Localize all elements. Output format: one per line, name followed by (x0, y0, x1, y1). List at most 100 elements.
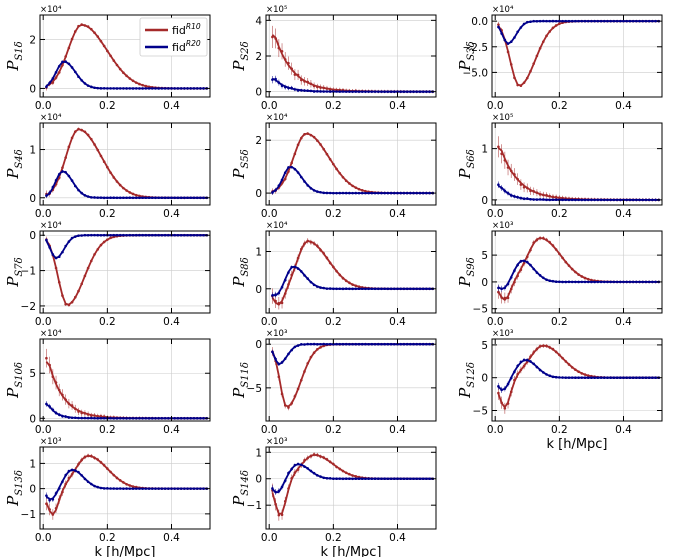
x-tick-label: 0.4 (389, 100, 406, 112)
series-fid-r20 (45, 170, 209, 200)
x-tick-label: 0.0 (35, 316, 52, 328)
y-axis-label: PS8δ (230, 257, 251, 287)
y-exponent-label: ×10⁴ (40, 113, 62, 123)
y-tick-label: 0 (255, 87, 262, 99)
panel-S13: 0.0 0.2 0.4 −1 0 1 ×10³ PS13δ k [h/Mpc] (4, 437, 211, 557)
series-line (45, 60, 207, 90)
x-tick-label: 0.4 (615, 208, 632, 220)
axes-frame (491, 122, 663, 206)
x-tick-label: 0.0 (35, 208, 52, 220)
x-tick-label: 0.0 (261, 316, 278, 328)
series-fid-r10 (497, 136, 661, 202)
y-tick-label: 0 (481, 373, 488, 385)
axes-frame (39, 14, 211, 98)
panel-S7: 0.0 0.2 0.4 0 −1 −2 ×10⁴ PS7δ (4, 221, 211, 328)
x-tick-label: 0.2 (99, 208, 116, 220)
y-tick-label: −5.0 (463, 67, 489, 79)
y-tick-label: 2 (255, 51, 262, 63)
x-tick-label: 0.0 (487, 316, 504, 328)
series-fid-r20 (497, 259, 661, 292)
y-axis-label: PS2δ (230, 41, 251, 71)
series-line (45, 128, 207, 199)
x-tick-label: 0.0 (35, 532, 52, 544)
series-line (272, 132, 433, 194)
data-point (497, 23, 500, 26)
y-exponent-label: ×10³ (492, 329, 513, 339)
y-tick-label: −1 (21, 266, 36, 278)
series-fid-r20 (271, 75, 435, 93)
panel-S10: 0.0 0.2 0.4 0 5 ×10⁴ PS10δ (4, 329, 211, 436)
y-tick-label: 0 (481, 195, 488, 207)
y-exponent-label: ×10³ (266, 329, 287, 339)
panel-S11: 0.0 0.2 0.4 0 −5 ×10³ PS11δ (230, 329, 437, 436)
series-line (497, 259, 659, 290)
panel-S12: 0.0 0.2 0.4 −5 0 5 ×10³ PS12δ k [h/Mpc] (456, 329, 663, 452)
data-point (45, 356, 48, 360)
series-line (45, 234, 207, 306)
legend-label: fidR10 (172, 22, 201, 37)
y-axis-label: PS3δ (456, 41, 477, 71)
y-exponent-label: ×10⁵ (266, 5, 287, 15)
y-exponent-label: ×10⁴ (492, 5, 514, 15)
y-exponent-label: ×10⁴ (40, 329, 62, 339)
y-tick-label: −5 (247, 383, 262, 395)
panel-S2: 0.0 0.2 0.4 0 2 4 ×10⁵ PS2δ (230, 5, 437, 112)
y-axis-label: PS4δ (4, 149, 25, 179)
axes-frame (491, 230, 663, 314)
series-fid-r10 (45, 127, 209, 200)
panel-S8: 0.0 0.2 0.4 0 1 ×10⁴ PS8δ (230, 221, 437, 328)
panel-S1: 0.0 0.2 0.4 0 2 ×10⁴ PS1δ fidR10 fidR20 (4, 5, 211, 112)
series-line (497, 359, 659, 391)
series-line (45, 454, 207, 516)
panel-S14: 0.0 0.2 0.4 −1 0 1 ×10³ PS14δ k [h/Mpc] (230, 437, 437, 557)
y-tick-label: 5 (29, 368, 36, 380)
series-fid-r20 (497, 181, 661, 202)
y-exponent-label: ×10⁴ (40, 5, 62, 15)
y-tick-label: 0 (29, 193, 36, 205)
series-line (271, 343, 433, 366)
series-fid-r20 (45, 401, 209, 420)
x-tick-label: 0.4 (389, 316, 406, 328)
series-fid-r10 (271, 342, 435, 411)
axes-frame (491, 338, 663, 422)
series-line (272, 265, 433, 297)
x-tick-label: 0.4 (389, 532, 406, 544)
y-tick-label: 0 (29, 83, 36, 95)
y-tick-label: 1 (29, 145, 36, 157)
y-axis-label: PS10δ (4, 362, 25, 399)
y-axis-label: PS11δ (230, 362, 251, 399)
y-exponent-label: ×10³ (266, 437, 287, 447)
x-tick-label: 0.0 (35, 100, 52, 112)
y-tick-label: −1 (247, 500, 262, 512)
series-line (497, 20, 659, 87)
x-tick-label: 0.4 (615, 424, 632, 436)
x-tick-label: 0.2 (325, 208, 342, 220)
axes-frame (39, 446, 211, 530)
series-fid-r20 (271, 462, 435, 495)
x-tick-label: 0.0 (35, 424, 52, 436)
y-tick-label: −2 (21, 301, 36, 313)
y-tick-label: 0 (481, 277, 488, 289)
y-exponent-label: ×10⁵ (492, 113, 513, 123)
panel-S3: 0.0 0.2 0.4 0.0 −2.5 −5.0 ×10⁴ PS3δ (456, 5, 663, 112)
x-tick-label: 0.2 (99, 100, 116, 112)
y-axis-label: PS9δ (456, 257, 477, 287)
series-fid-r20 (271, 165, 435, 195)
y-tick-label: 1 (29, 458, 36, 470)
series-line (45, 361, 207, 420)
series-fid-r10 (271, 452, 435, 521)
y-axis-label: PS7δ (4, 257, 25, 287)
axes-frame (265, 446, 437, 530)
y-tick-label: 5 (481, 340, 488, 352)
y-tick-label: 0 (29, 230, 36, 242)
x-tick-label: 0.2 (551, 424, 568, 436)
x-tick-label: 0.2 (551, 100, 568, 112)
y-exponent-label: ×10⁴ (40, 221, 62, 231)
axes-frame (265, 230, 437, 314)
y-axis-label: PS14δ (230, 470, 251, 507)
panel-S5: 0.0 0.2 0.4 0 2 ×10⁴ PS5δ (230, 113, 437, 220)
y-tick-label: 0 (255, 188, 262, 200)
series-fid-r10 (497, 19, 661, 88)
y-tick-label: 2 (255, 135, 262, 147)
